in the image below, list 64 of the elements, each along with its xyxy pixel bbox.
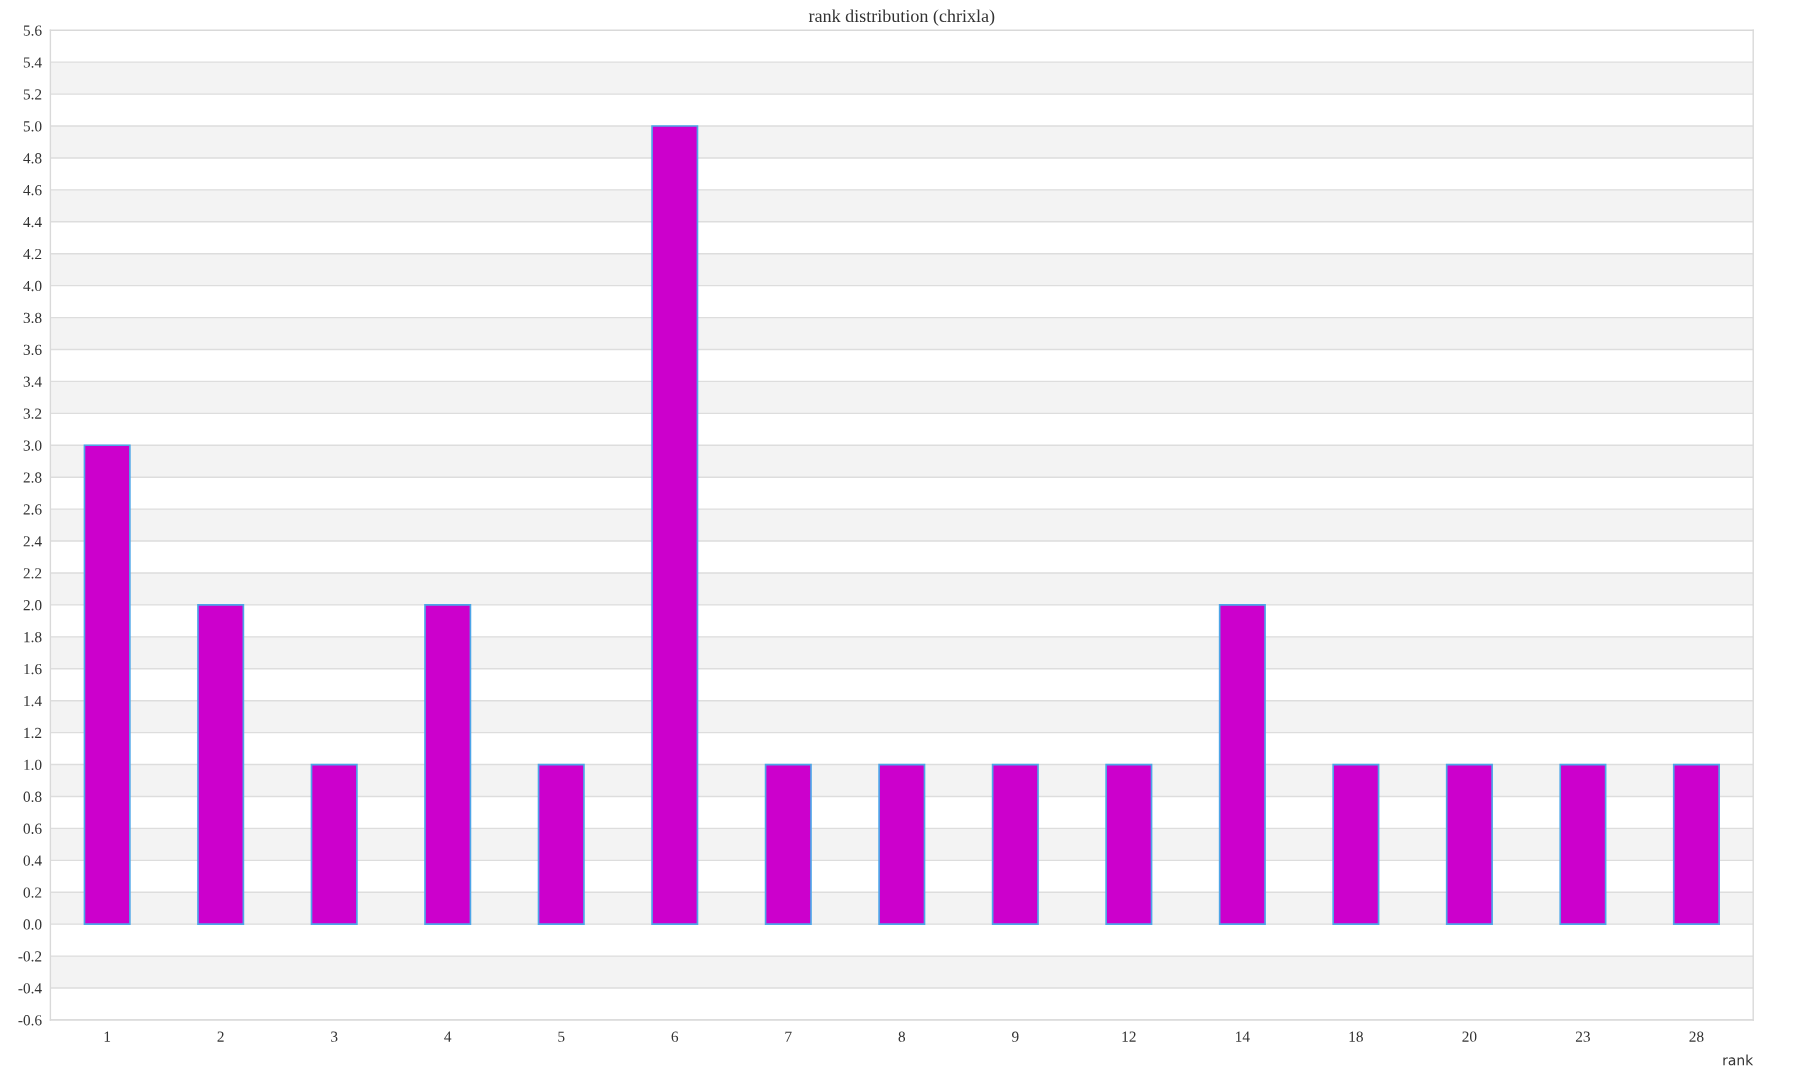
x-tick-label: 7 (785, 1031, 792, 1042)
bar (1559, 763, 1607, 926)
y-tick-label: 3.4 (23, 376, 42, 387)
x-tick-label: 18 (1349, 1031, 1363, 1042)
y-tick-label: 2.8 (23, 472, 42, 483)
y-tick-label: -0.6 (18, 1015, 42, 1026)
y-tick-label: 3.8 (23, 312, 42, 324)
x-tick-label: 5 (558, 1031, 565, 1042)
y-tick-label: 2.2 (23, 568, 42, 579)
y-tick-label: 0.0 (23, 919, 42, 930)
bar (1218, 604, 1266, 926)
y-tick-label: 4.0 (23, 280, 42, 292)
bar (310, 763, 358, 926)
y-tick-label: 1.0 (24, 759, 42, 771)
y-tick-label: 1.8 (24, 631, 42, 643)
bar (1332, 763, 1380, 926)
bar (1672, 763, 1720, 926)
chart-title: rank distribution (chrixla) (808, 9, 995, 26)
x-tick-label: 2 (217, 1031, 224, 1042)
bar (764, 763, 812, 926)
y-tick-label: 3.2 (23, 408, 42, 419)
y-tick-label: -0.2 (18, 951, 42, 962)
y-tick-label: 1.6 (24, 663, 42, 675)
x-tick-label: 8 (898, 1031, 906, 1042)
y-tick-label: 0.6 (23, 823, 42, 834)
y-tick-label: -0.4 (18, 983, 42, 994)
bar (651, 125, 699, 926)
x-tick-label: 9 (1011, 1031, 1019, 1042)
y-tick-label: 0.8 (23, 791, 42, 802)
bar (197, 604, 245, 926)
x-axis-title: rank (1723, 1054, 1754, 1066)
y-tick-label: 5.6 (23, 25, 42, 36)
y-tick-label: 4.6 (23, 185, 42, 196)
y-tick-label: 2.6 (23, 504, 42, 515)
x-tick-label: 12 (1122, 1031, 1136, 1042)
bar (537, 763, 585, 926)
y-tick-label: 4.2 (23, 248, 42, 260)
y-tick-label: 4.4 (23, 217, 42, 228)
y-tick-label: 0.2 (23, 887, 42, 898)
y-tick-label: 4.8 (23, 153, 42, 164)
y-tick-label: 5.0 (23, 121, 42, 132)
y-tick-label: 0.4 (23, 855, 42, 866)
bar (1105, 763, 1153, 926)
x-tick-label: 6 (671, 1031, 679, 1042)
y-tick-label: 2.4 (23, 536, 42, 547)
y-tick-label: 1.4 (24, 695, 42, 707)
x-tick-label: 28 (1689, 1031, 1704, 1042)
x-tick-label: 3 (331, 1031, 338, 1042)
bar (424, 604, 472, 926)
y-tick-label: 5.2 (23, 89, 42, 100)
bar (83, 444, 131, 926)
y-tick-label: 1.2 (24, 727, 42, 739)
bar (1445, 763, 1493, 926)
x-tick-label: 23 (1575, 1031, 1590, 1042)
x-tick-label: 14 (1236, 1031, 1250, 1042)
y-tick-label: 3.6 (23, 344, 42, 356)
bar (878, 763, 926, 926)
y-tick-label: 2.0 (23, 600, 42, 611)
y-tick-label: 5.4 (23, 57, 42, 68)
x-tick-label: 1 (104, 1031, 111, 1042)
y-tick-label: 3.0 (23, 440, 42, 451)
x-tick-label: 4 (444, 1031, 452, 1042)
x-tick-label: 20 (1462, 1031, 1477, 1042)
bar (991, 763, 1039, 926)
